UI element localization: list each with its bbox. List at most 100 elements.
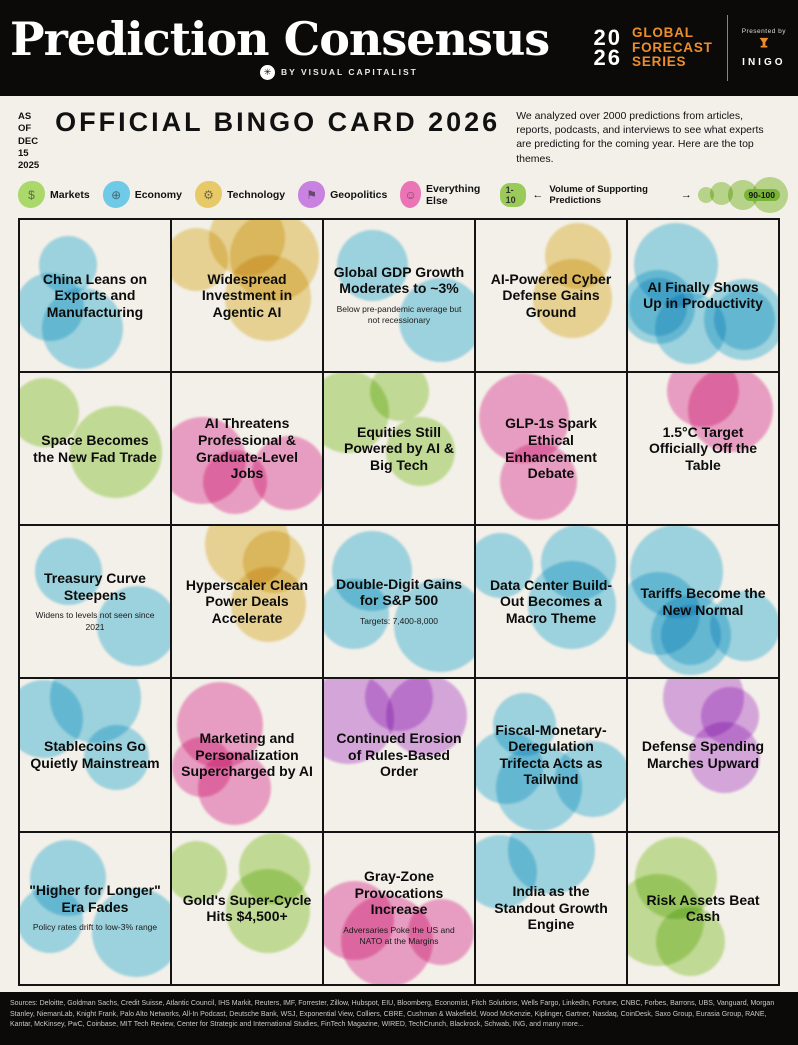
prediction-title: Equities Still Powered by AI & Big Tech (344, 423, 454, 473)
bingo-cell: Hyperscaler Clean Power Deals Accelerate (172, 526, 322, 678)
bingo-cell: Space Becomes the New Fad Trade (20, 372, 170, 525)
visual-capitalist-logo-icon: ✳ (260, 64, 275, 80)
bingo-cell: "Higher for Longer" Era Fades Policy rate… (20, 832, 170, 984)
bingo-cell: Tariffs Become the New Normal (628, 526, 778, 678)
prediction-title: Gray-Zone Provocations Increase (354, 868, 444, 918)
legend-item-everything_else: ☺ Everything Else (400, 181, 486, 209)
scale-max-label: 90-100 (743, 188, 780, 201)
legend-label-geopolitics: Geopolitics (330, 188, 388, 201)
volume-blob (92, 887, 170, 977)
prediction-title: Continued Erosion of Rules-Based Order (336, 730, 462, 780)
cell-text: Equities Still Powered by AI & Big Tech (333, 424, 465, 474)
prediction-title: Marketing and Personalization Supercharg… (181, 730, 313, 780)
legend-categories: $ Markets ⊕ Economy ⚙ Technology ⚑ Geopolitics ☺… (18, 181, 487, 209)
cell-text: AI Threatens Professional & Graduate-Lev… (181, 415, 313, 481)
presenter-block: Presented by INIGO (742, 28, 786, 68)
cell-text: AI Finally Shows Up in Productivity (637, 279, 769, 312)
cell-text: Gold's Super-Cycle Hits $4,500+ (181, 892, 313, 925)
bingo-cell: India as the Standout Growth Engine (476, 832, 626, 984)
right-arrow-icon: → (680, 188, 692, 201)
bingo-card-title: OFFICIAL BINGO CARD 2026 (55, 107, 501, 137)
prediction-title: Global GDP Growth Moderates to ~3% (333, 263, 465, 297)
bingo-cell: Treasury Curve Steepens Widens to levels … (20, 526, 170, 678)
volume-blob (476, 730, 543, 804)
prediction-title: Space Becomes the New Fad Trade (33, 431, 157, 465)
as-of-date: AS OF DEC 15 2025 (18, 111, 40, 172)
volume-blob (324, 880, 394, 960)
prediction-title: Double-Digit Gains for S&P 500 (336, 575, 462, 609)
page-title: Prediction Consensus (10, 12, 550, 67)
bingo-cell: Gray-Zone Provocations Increase Adversari… (324, 832, 474, 984)
volume-blob (394, 579, 474, 673)
volume-blob (83, 725, 149, 791)
prediction-title: Treasury Curve Steepens (44, 570, 146, 603)
volume-blob (476, 834, 537, 909)
header-divider (726, 15, 728, 81)
bingo-cell: Defense Spending Marches Upward (628, 679, 778, 831)
prediction-title: AI Finally Shows Up in Productivity (643, 278, 763, 312)
cell-text: AI-Powered Cyber Defense Gains Ground (485, 271, 617, 321)
bingo-cell: Gold's Super-Cycle Hits $4,500+ (172, 832, 322, 984)
cell-text: Space Becomes the New Fad Trade (29, 432, 161, 465)
series-label: GLOBAL FORECAST SERIES (632, 25, 713, 70)
bingo-cell: Risk Assets Beat Cash (628, 832, 778, 984)
prediction-title: Risk Assets Beat Cash (646, 891, 760, 925)
cell-text: Gray-Zone Provocations Increase Adversari… (333, 868, 465, 947)
legend-item-economy: ⊕ Economy (102, 181, 182, 209)
volume-blob (545, 223, 611, 289)
byline: ✳ BY VISUAL CAPITALIST (260, 64, 585, 80)
cell-text: Stablecoins Go Quietly Mainstream (29, 738, 161, 771)
volume-blob (225, 255, 311, 342)
cell-text: Fiscal-Monetary-Deregulation Trifecta Ac… (485, 722, 617, 788)
volume-blob (251, 435, 322, 510)
presented-by-label: Presented by (741, 28, 786, 35)
bingo-cell: 1.5°C Target Officially Off the Table (628, 372, 778, 525)
volume-blob (96, 585, 170, 666)
cell-text: Continued Erosion of Rules-Based Order (333, 730, 465, 780)
prediction-title: Widespread Investment in Agentic AI (201, 270, 293, 320)
byline-text: BY VISUAL CAPITALIST (281, 67, 418, 78)
cell-text: India as the Standout Growth Engine (485, 883, 617, 933)
volume-blob (650, 594, 731, 675)
volume-scale: 1-10 ← Volume of Supporting Predictions … (499, 176, 788, 213)
prediction-title: Data Center Build-Out Becomes a Macro Th… (489, 576, 613, 626)
cell-text: 1.5°C Target Officially Off the Table (637, 424, 769, 474)
volume-blob (20, 377, 79, 447)
volume-blob (172, 417, 246, 505)
legend-label-everything_else: Everything Else (426, 182, 481, 207)
prediction-subtitle: Adversaries Poke the US and NATO at the … (343, 924, 455, 947)
volume-blob (20, 273, 84, 342)
legend: $ Markets ⊕ Economy ⚙ Technology ⚑ Geopolitics ☺… (0, 176, 798, 216)
volume-blob (172, 737, 232, 797)
volume-blob (398, 277, 474, 362)
prediction-title: China Leans on Exports and Manufacturing (42, 270, 148, 320)
prediction-title: India as the Standout Growth Engine (494, 883, 608, 933)
volume-blob (629, 278, 687, 337)
bingo-cell: Double-Digit Gains for S&P 500 Targets: 7… (324, 526, 474, 678)
legend-label-technology: Technology (226, 188, 286, 201)
bingo-cell: Global GDP Growth Moderates to ~3% Below … (324, 219, 474, 371)
prediction-title: AI Threatens Professional & Graduate-Lev… (196, 415, 298, 482)
cell-text: Widespread Investment in Agentic AI (181, 271, 313, 321)
bingo-cell: Data Center Build-Out Becomes a Macro Th… (476, 526, 626, 678)
volume-blob (172, 227, 228, 291)
left-arrow-icon: ← (532, 188, 544, 201)
header-left: Prediction Consensus ✳ BY VISUAL CAPITAL… (10, 16, 585, 80)
cell-text: Data Center Build-Out Becomes a Macro Th… (485, 577, 617, 627)
bingo-cell: Marketing and Personalization Supercharg… (172, 679, 322, 831)
header-right: 20 26 GLOBAL FORECAST SERIES Presented b… (594, 15, 786, 81)
cell-text: Hyperscaler Clean Power Deals Accelerate (181, 577, 313, 627)
scale-axis-label: Volume of Supporting Predictions (549, 183, 648, 206)
volume-blob (34, 537, 102, 605)
bingo-cell: Widespread Investment in Agentic AI (172, 219, 322, 371)
legend-label-markets: Markets (50, 188, 90, 201)
presenter-name: INIGO (742, 57, 786, 68)
technology-icon: ⚙ (194, 181, 222, 209)
prediction-title: GLP-1s Spark Ethical Enhancement Debate (505, 415, 597, 482)
bingo-cell: AI Threatens Professional & Graduate-Lev… (172, 372, 322, 525)
cell-text: Defense Spending Marches Upward (637, 738, 769, 771)
cell-text: China Leans on Exports and Manufacturing (29, 271, 161, 321)
cell-text: GLP-1s Spark Ethical Enhancement Debate (485, 415, 617, 481)
inigo-logo-icon (757, 37, 771, 55)
volume-blob (476, 532, 533, 598)
